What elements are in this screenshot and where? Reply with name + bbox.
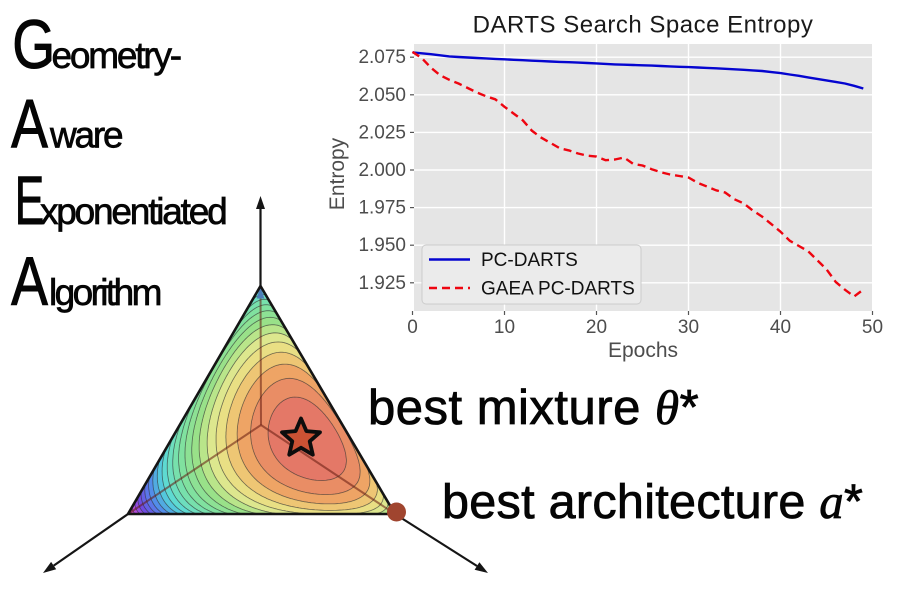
svg-text:2.000: 2.000: [358, 160, 406, 181]
svg-text:Entropy: Entropy: [326, 137, 349, 210]
svg-text:PC-DARTS: PC-DARTS: [481, 250, 578, 271]
svg-text:A: A: [11, 85, 48, 162]
svg-text:10: 10: [494, 317, 515, 338]
svg-text:DARTS Search Space Entropy: DARTS Search Space Entropy: [473, 12, 814, 39]
svg-text:ware: ware: [49, 114, 122, 155]
svg-text:xponentiated: xponentiated: [40, 191, 226, 232]
svg-text:1.975: 1.975: [358, 198, 406, 219]
svg-text:20: 20: [586, 317, 607, 338]
svg-text:GAEA PC-DARTS: GAEA PC-DARTS: [481, 279, 635, 300]
svg-text:40: 40: [770, 317, 791, 338]
svg-text:1.925: 1.925: [358, 273, 406, 294]
svg-text:E: E: [15, 163, 44, 239]
svg-text:1.950: 1.950: [358, 235, 406, 256]
svg-text:30: 30: [678, 317, 699, 338]
svg-text:A: A: [11, 243, 48, 320]
svg-text:best architecture a*: best architecture a*: [442, 475, 863, 529]
svg-text:50: 50: [862, 317, 883, 338]
svg-text:0: 0: [407, 317, 418, 338]
svg-text:lgorithm: lgorithm: [49, 272, 161, 313]
svg-text:2.075: 2.075: [358, 47, 406, 68]
svg-text:2.025: 2.025: [358, 122, 406, 143]
svg-text:2.050: 2.050: [358, 85, 406, 106]
svg-text:Epochs: Epochs: [608, 339, 678, 362]
svg-text:eometry-: eometry-: [52, 35, 181, 76]
svg-text:best mixture θ*: best mixture θ*: [368, 380, 699, 435]
svg-text:G: G: [12, 6, 55, 83]
